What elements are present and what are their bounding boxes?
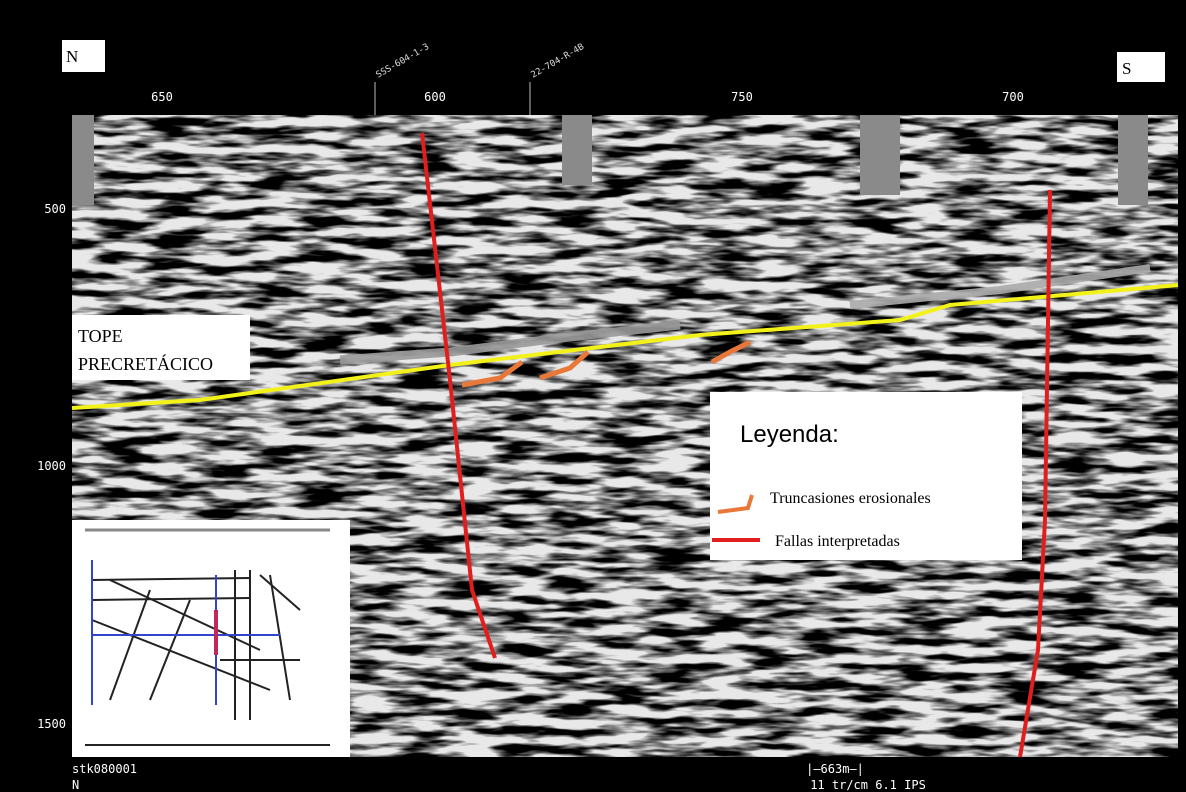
- horizon-label: TOPE: [78, 326, 123, 346]
- south-label: S: [1122, 59, 1131, 78]
- legend-item: Truncasiones erosionales: [770, 490, 931, 507]
- north-label: N: [66, 47, 78, 66]
- left-tick-label: 1000: [37, 459, 66, 473]
- legend-item: Fallas interpretadas: [775, 533, 900, 550]
- footer-direction: N: [72, 778, 79, 792]
- footer-info: 11 tr/cm 6.1 IPS: [810, 778, 926, 792]
- top-tick-label: 600: [424, 90, 446, 104]
- seismic-section: N S 650 600 750 700 SSS-604-1-3 22-704-R…: [0, 0, 1186, 792]
- footer-scale: |—663m—|: [806, 762, 864, 776]
- top-tick-label: 700: [1002, 90, 1024, 104]
- top-tick-label: 750: [731, 90, 753, 104]
- left-tick-label: 1500: [37, 717, 66, 731]
- legend-title: Leyenda:: [740, 421, 839, 448]
- left-tick-label: 500: [44, 202, 66, 216]
- top-tick-label: 650: [151, 90, 173, 104]
- footer-line: stk080001: [72, 762, 137, 776]
- horizon-label: PRECRETÁCICO: [78, 353, 213, 374]
- inset-map: [72, 520, 350, 757]
